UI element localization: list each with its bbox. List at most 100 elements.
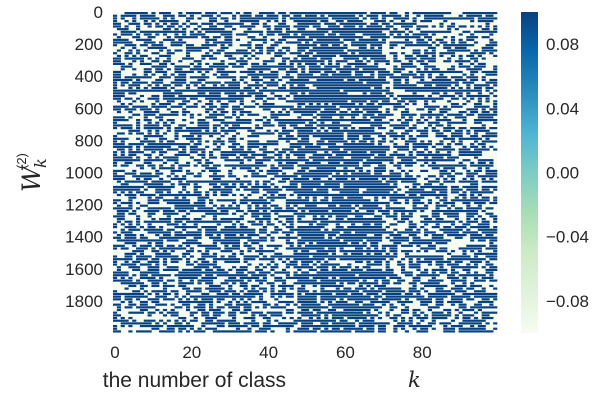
heatmap-cell: [297, 226, 325, 229]
heatmap-cell: [393, 282, 402, 285]
heatmap-cell: [185, 44, 194, 47]
heatmap-cell: [124, 295, 148, 298]
heatmap-cell: [243, 212, 248, 215]
heatmap-cell: [193, 287, 202, 290]
heatmap-cell: [351, 172, 371, 175]
heatmap-cell: [473, 102, 482, 106]
heatmap-cell: [335, 60, 348, 63]
heatmap-cell: [389, 196, 425, 199]
heatmap-cell: [289, 143, 313, 146]
heatmap-cell: [124, 260, 129, 263]
heatmap-cell: [113, 119, 129, 122]
heatmap-cell: [120, 151, 125, 154]
heatmap-cell: [255, 44, 264, 47]
heatmap-cell: [174, 132, 179, 135]
heatmap-cell: [212, 314, 221, 317]
heatmap-cell: [401, 132, 409, 135]
heatmap-cell: [285, 161, 298, 164]
heatmap-cell: [362, 279, 367, 282]
heatmap-cell: [113, 295, 121, 298]
heatmap-cell: [281, 316, 287, 320]
heatmap-cell: [178, 298, 183, 301]
heatmap-cell: [297, 148, 340, 151]
heatmap-cell: [178, 183, 191, 186]
heatmap-cell: [281, 14, 290, 17]
heatmap-cell: [370, 244, 379, 247]
heatmap-cell: [185, 212, 191, 215]
heatmap-cell: [136, 298, 141, 301]
heatmap-cell: [212, 129, 217, 132]
heatmap-cell: [113, 164, 118, 167]
heatmap-cell: [251, 49, 256, 52]
heatmap-cell: [228, 324, 248, 328]
heatmap-cell: [301, 70, 306, 74]
heatmap-cell: [113, 303, 121, 306]
heatmap-cell: [320, 44, 329, 47]
heatmap-cell: [393, 242, 402, 245]
heatmap-cell: [431, 41, 436, 44]
heatmap-cell: [481, 217, 486, 221]
heatmap-cell: [113, 258, 133, 261]
heatmap-cell: [224, 290, 237, 293]
heatmap-cell: [212, 258, 241, 261]
heatmap-cell: [439, 183, 444, 186]
heatmap-cell: [170, 314, 179, 317]
heatmap-cell: [178, 14, 187, 17]
heatmap-cell: [420, 209, 425, 213]
heatmap-cell: [285, 156, 290, 159]
heatmap-cell: [285, 188, 313, 191]
heatmap-cell: [116, 209, 129, 213]
heatmap-cell: [113, 255, 118, 258]
heatmap-cell: [174, 129, 202, 132]
heatmap-cell: [113, 223, 118, 226]
heatmap-cell: [247, 84, 264, 87]
heatmap-cell: [162, 268, 179, 271]
heatmap-cell: [416, 119, 421, 122]
heatmap-cell: [147, 143, 191, 146]
heatmap-cell: [289, 316, 294, 320]
heatmap-cell: [147, 57, 152, 60]
heatmap-cell: [258, 252, 264, 255]
heatmap-cell: [136, 215, 141, 218]
heatmap-cell: [258, 33, 264, 36]
heatmap-cell: [147, 242, 152, 245]
heatmap-cell: [128, 266, 141, 269]
heatmap-cell: [155, 169, 160, 173]
heatmap-cell: [401, 244, 413, 247]
heatmap-cell: [247, 298, 252, 301]
heatmap-cell: [151, 81, 164, 84]
heatmap-cell: [209, 290, 221, 293]
heatmap-cell: [416, 108, 425, 111]
heatmap-cell: [116, 28, 129, 31]
heatmap-cell: [262, 180, 271, 183]
heatmap-cell: [262, 156, 275, 159]
heatmap-cell: [239, 76, 248, 79]
heatmap-cell: [193, 84, 198, 87]
heatmap-cell: [197, 250, 202, 253]
heatmap-cell: [401, 215, 413, 218]
heatmap-cell: [489, 201, 498, 205]
heatmap-cell: [339, 191, 360, 194]
heatmap-cell: [113, 271, 129, 274]
heatmap-cell: [289, 124, 298, 127]
heatmap-cell: [439, 22, 444, 25]
heatmap-cell: [404, 14, 409, 17]
heatmap-cell: [450, 135, 463, 138]
heatmap-cell: [281, 167, 294, 170]
heatmap-cell: [343, 327, 363, 330]
heatmap-cell: [209, 169, 221, 173]
heatmap-cell: [473, 129, 490, 132]
heatmap-cell: [477, 300, 494, 304]
heatmap-cell: [139, 303, 148, 306]
heatmap-cell: [358, 46, 367, 49]
heatmap-cell: [274, 54, 283, 57]
heatmap-cell: [466, 175, 475, 178]
heatmap-cell: [343, 143, 375, 146]
y-tick-label: 1800: [65, 292, 103, 311]
heatmap-cell: [147, 97, 160, 100]
heatmap-cell: [220, 105, 229, 108]
heatmap-cell: [197, 100, 202, 103]
heatmap-cell: [143, 290, 148, 293]
heatmap-cell: [185, 191, 191, 194]
heatmap-cell: [159, 177, 164, 181]
